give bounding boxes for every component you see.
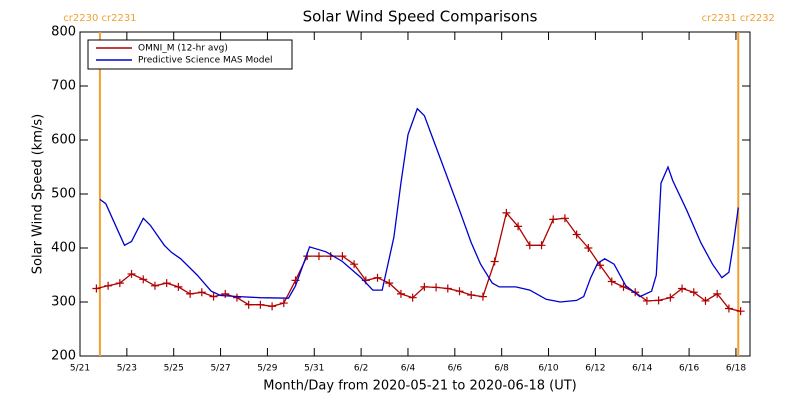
x-tick-label: 6/2 [354,364,368,374]
series-line [99,107,739,303]
y-tick-label: 800 [51,25,76,40]
legend-label: Predictive Science MAS Model [138,56,273,66]
point-marker [478,292,487,301]
x-tick-label: 5/31 [304,364,324,374]
y-tick-label: 700 [51,79,76,94]
boundary-label: cr2231 cr2232 [702,13,775,24]
x-tick-label: 6/4 [401,364,416,374]
point-marker [666,293,675,302]
y-tick-label: 200 [51,349,76,364]
y-axis-label: Solar Wind Speed (km/s) [31,114,46,274]
point-marker [279,299,288,308]
point-marker [92,284,101,293]
point-marker [654,296,663,305]
point-marker [607,277,616,286]
point-marker [291,276,300,285]
point-marker [549,215,558,224]
x-tick-label: 5/27 [210,364,230,374]
point-marker [701,296,710,305]
chart-title: Solar Wind Speed Comparisons [303,8,538,26]
y-tick-label: 600 [51,133,76,148]
point-marker [127,269,136,278]
point-marker [244,300,253,309]
point-marker [443,284,452,293]
point-marker [537,241,546,250]
point-marker [502,208,511,217]
point-marker [150,281,159,290]
point-marker [490,257,499,266]
x-tick-label: 6/8 [494,364,509,374]
point-marker [221,289,230,298]
point-marker [642,296,651,305]
point-marker [115,279,124,288]
point-marker [713,289,722,298]
point-marker [385,279,394,288]
x-tick-label: 6/6 [448,364,463,374]
point-marker [432,283,441,292]
point-marker [572,230,581,239]
y-tick-label: 300 [51,295,76,310]
legend-label: OMNI_M (12-hr avg) [138,44,228,54]
x-tick-label: 6/10 [538,364,558,374]
point-marker [174,282,183,291]
point-marker [514,222,523,231]
point-marker [350,260,359,269]
point-marker [338,252,347,261]
point-marker [186,289,195,298]
y-tick-label: 500 [51,187,76,202]
point-marker [197,288,206,297]
point-marker [420,282,429,291]
boundary-label: cr2230 cr2231 [63,13,136,24]
point-marker [525,241,534,250]
point-marker [596,261,605,270]
x-tick-label: 5/25 [164,364,184,374]
point-marker [373,273,382,282]
point-marker [232,293,241,302]
x-tick-label: 6/16 [679,364,699,374]
point-marker [256,300,265,309]
x-tick-label: 5/21 [70,364,90,374]
series-line [96,211,741,312]
point-marker [678,284,687,293]
x-tick-label: 5/29 [257,364,277,374]
point-marker [408,293,417,302]
point-marker [467,290,476,299]
x-tick-label: 6/18 [726,364,746,374]
point-marker [455,287,464,296]
point-marker [396,289,405,298]
point-marker [139,275,148,284]
x-tick-label: 6/14 [632,364,652,374]
point-marker [104,281,113,290]
point-marker [162,279,171,288]
point-marker [209,292,218,301]
plot-frame [79,31,751,357]
point-marker [314,252,323,261]
x-tick-label: 5/23 [117,364,137,374]
x-tick-label: 6/12 [585,364,605,374]
point-marker [724,304,733,313]
point-marker [736,307,745,316]
legend-box [87,39,293,70]
point-marker [268,302,277,311]
y-tick-label: 400 [51,241,76,256]
x-axis-label: Month/Day from 2020-05-21 to 2020-06-18 … [263,379,576,394]
point-marker [584,244,593,252]
point-marker [689,288,698,297]
point-marker [560,214,569,223]
